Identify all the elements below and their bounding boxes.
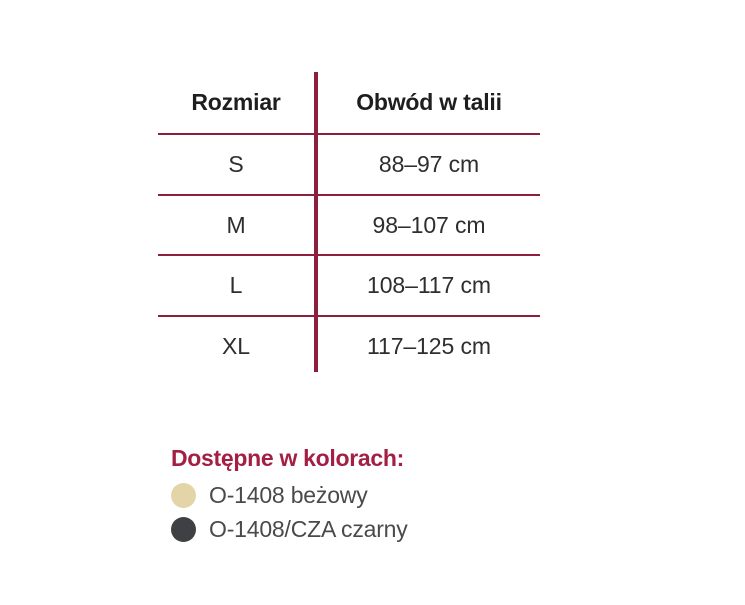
table-rule-2 xyxy=(158,194,540,196)
legend-title: Dostępne w kolorach: xyxy=(171,445,404,471)
cell-waist: 98–107 cm xyxy=(372,211,486,238)
legend-label-black: O-1408/CZA czarny xyxy=(209,515,408,542)
swatch-beige-icon xyxy=(171,482,196,508)
color-legend: Dostępne w kolorach: O-1408 beżowy O-140… xyxy=(171,445,591,546)
table-rule-3 xyxy=(158,254,540,256)
table-header-waist: Obwód w talii xyxy=(356,88,502,115)
legend-item-black: O-1408/CZA czarny xyxy=(171,512,591,546)
legend-label-beige: O-1408 beżowy xyxy=(209,481,368,508)
cell-size: S xyxy=(228,150,244,177)
cell-size: M xyxy=(226,211,246,238)
legend-item-beige: O-1408 beżowy xyxy=(171,478,591,512)
table-row: S 88–97 cm xyxy=(158,134,540,194)
swatch-black-icon xyxy=(171,516,196,542)
size-table: Rozmiar Obwód w talii S 88–97 cm M 98–10… xyxy=(158,72,540,372)
cell-size: L xyxy=(229,271,243,298)
table-rule-4 xyxy=(158,315,540,317)
cell-waist: 88–97 cm xyxy=(378,150,480,177)
table-header-row: Rozmiar Obwód w talii xyxy=(158,72,540,132)
table-row: M 98–107 cm xyxy=(158,195,540,255)
table-row: XL 117–125 cm xyxy=(158,316,540,376)
cell-waist: 108–117 cm xyxy=(367,271,491,298)
cell-waist: 117–125 cm xyxy=(367,332,491,359)
cell-size: XL xyxy=(222,332,250,359)
table-row: L 108–117 cm xyxy=(158,255,540,315)
table-column-divider xyxy=(314,72,318,372)
table-header-size: Rozmiar xyxy=(191,88,281,115)
table-rule-1 xyxy=(158,133,540,135)
